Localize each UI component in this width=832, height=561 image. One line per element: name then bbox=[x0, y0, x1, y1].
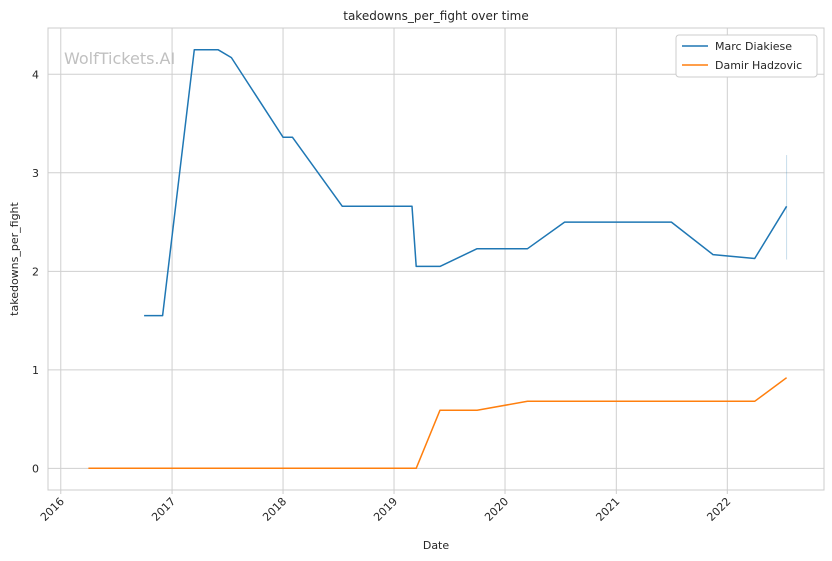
y-tick-label: 3 bbox=[32, 167, 39, 180]
series-layer bbox=[88, 48, 788, 470]
series-line-1 bbox=[88, 377, 788, 470]
series-line-0 bbox=[144, 48, 788, 317]
grid-lines bbox=[48, 28, 824, 490]
y-tick-label: 2 bbox=[32, 265, 39, 278]
y-tick-label: 1 bbox=[32, 364, 39, 377]
legend-box bbox=[675, 34, 818, 78]
chart-title: takedowns_per_fight over time bbox=[343, 9, 529, 23]
y-axis-ticks: 0 1 2 3 4 bbox=[32, 68, 39, 475]
y-tick-label: 4 bbox=[32, 68, 39, 81]
y-tick-label: 0 bbox=[32, 462, 39, 475]
x-axis-label: Date bbox=[423, 539, 450, 552]
y-axis-label: takedowns_per_fight bbox=[8, 201, 21, 315]
legend-label-1: Damir Hadzovic bbox=[715, 59, 802, 72]
watermark: WolfTickets.AI bbox=[64, 49, 175, 68]
plot-frame bbox=[47, 27, 825, 491]
legend-label-0: Marc Diakiese bbox=[715, 40, 792, 53]
legend: Marc Diakiese Damir Hadzovic bbox=[675, 34, 818, 78]
